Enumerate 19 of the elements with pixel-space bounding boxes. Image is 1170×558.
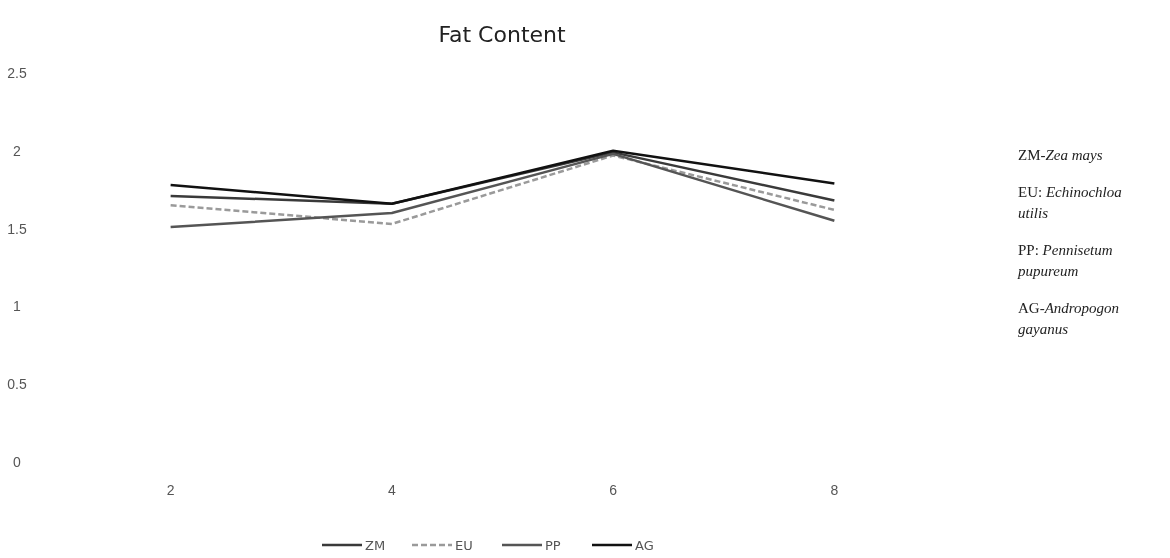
legend-label: ZM [365,538,386,553]
y-tick-label: 2 [13,142,22,159]
chart-title: Fat Content [438,22,566,47]
text: EU: Echinochloa utilis [1018,184,1122,221]
y-tick-label: 1 [13,298,22,315]
y-tick-label: 0 [13,453,22,470]
x-tick-label: 6 [609,481,618,498]
x-tick-label: 2 [166,481,175,498]
legend-label: PP [545,538,561,553]
legend-label: AG [635,538,654,553]
legend-label: EU [455,538,473,553]
y-tick-label: 0.5 [7,376,27,393]
text: PP: Pennisetum pupureum [1017,242,1113,279]
y-tick-label: 2.5 [7,64,27,81]
text: AG-Andropogon gayanus [1018,300,1120,337]
x-tick-label: 4 [387,481,396,498]
x-tick-label: 8 [830,481,839,498]
y-tick-label: 1.5 [7,220,27,237]
text: ZM-Zea mays [1018,147,1103,163]
